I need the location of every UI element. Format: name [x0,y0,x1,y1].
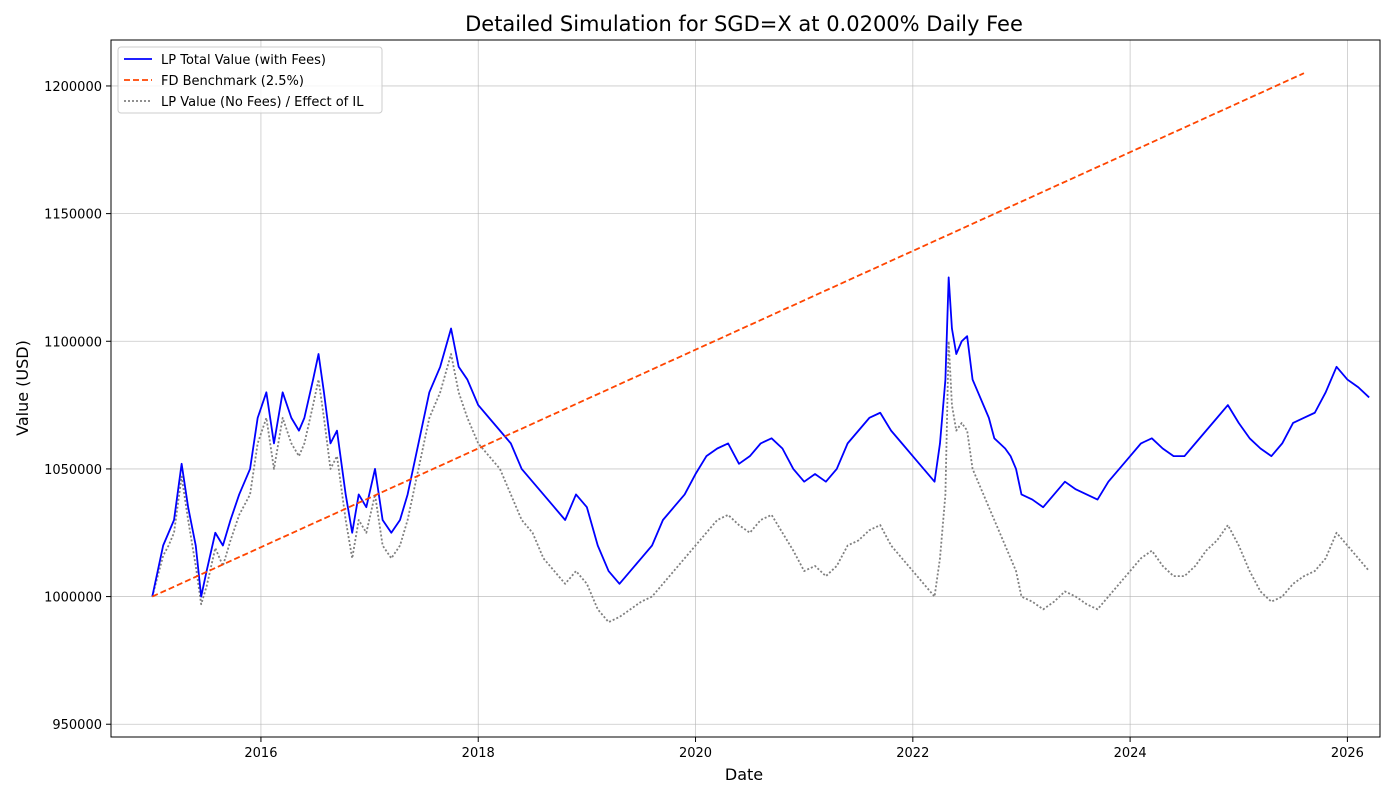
x-tick-label: 2022 [896,746,929,761]
series-line-1 [151,72,1305,598]
x-tick-label: 2024 [1114,746,1147,761]
axis-ticks: 2016 2018 2020 2022 2024 2026 950000 1000000 105… [44,80,1364,761]
x-tick-label: 2020 [679,746,712,761]
legend: LP Total Value (with Fees) FD Benchmark (… [117,46,383,114]
y-tick-label: 1150000 [44,208,102,223]
y-tick-label: 1100000 [44,335,102,350]
y-tick-label: 1000000 [44,591,102,606]
legend-label: LP Total Value (with Fees) [161,53,326,68]
x-tick-label: 2016 [244,746,277,761]
series-line-2 [151,340,1370,624]
y-tick-label: 1050000 [44,463,102,478]
y-tick-label: 950000 [52,718,102,733]
legend-box [117,46,383,114]
y-tick-label: 1200000 [44,80,102,95]
x-axis-label: Date [725,765,763,784]
x-tick-label: 2018 [462,746,495,761]
series-layer [151,72,1370,624]
legend-label: FD Benchmark (2.5%) [161,74,304,89]
chart-title: Detailed Simulation for SGD=X at 0.0200%… [465,12,1023,36]
series-line-0 [151,276,1370,598]
legend-label: LP Value (No Fees) / Effect of IL [161,95,364,110]
x-tick-label: 2026 [1331,746,1364,761]
y-axis-label: Value (USD) [13,340,32,436]
plot-frame [110,39,1381,738]
